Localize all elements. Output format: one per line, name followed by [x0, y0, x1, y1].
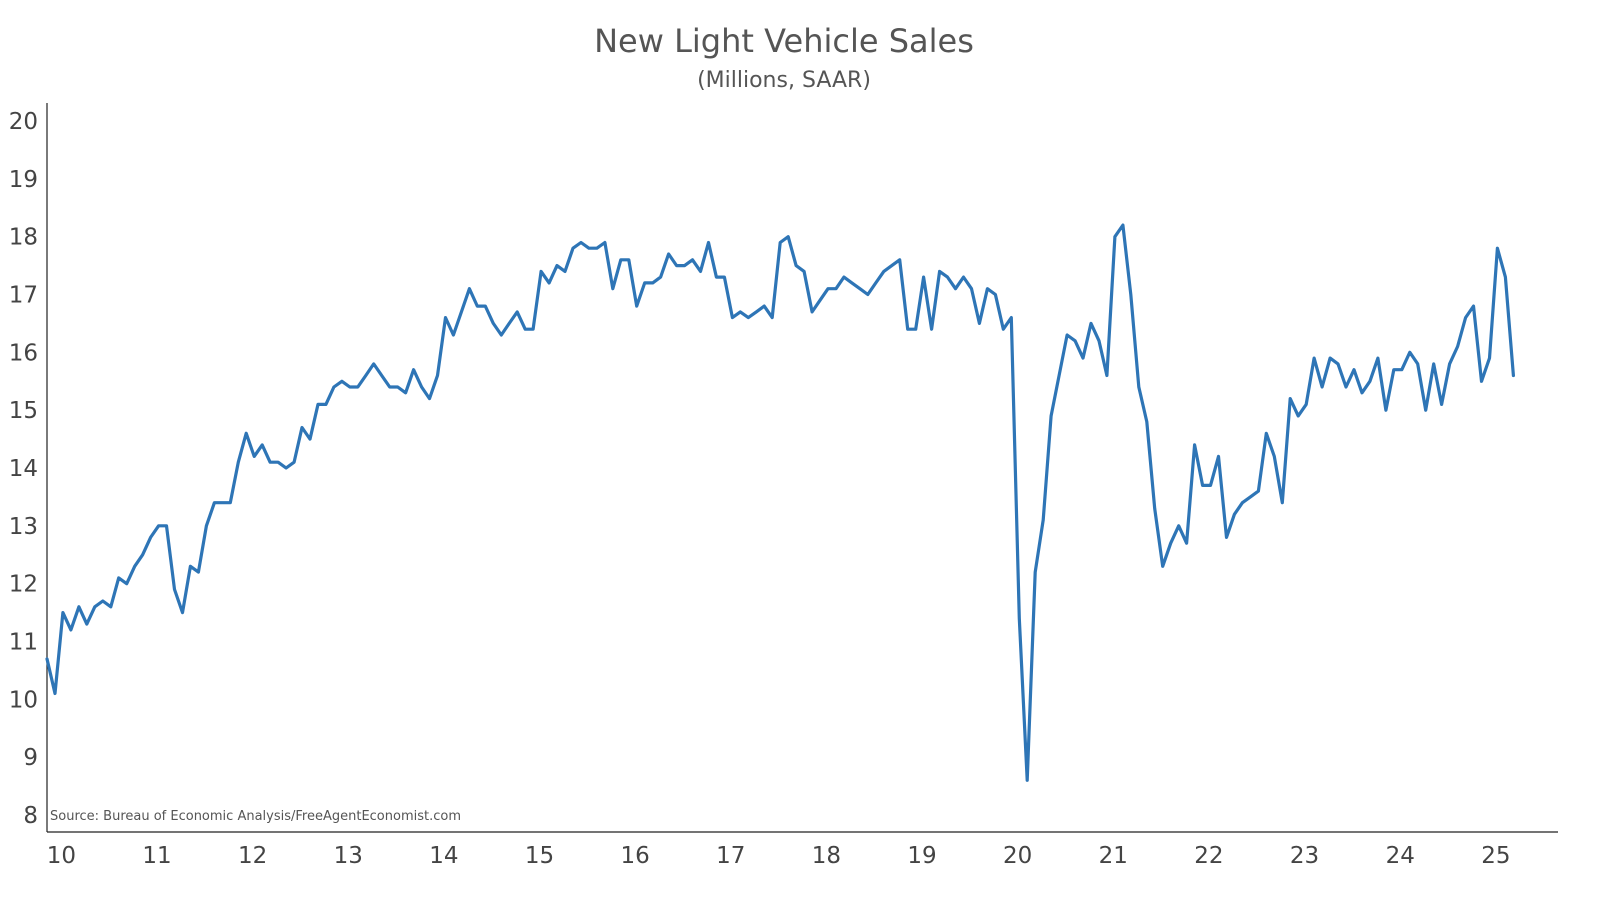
source-note: Source: Bureau of Economic Analysis/Free…	[50, 809, 461, 824]
x-tick-label: 21	[1099, 843, 1128, 869]
y-tick-label: 20	[9, 109, 38, 135]
x-tick-label: 23	[1290, 843, 1319, 869]
x-tick-label: 25	[1481, 843, 1510, 869]
x-tick-label: 17	[716, 843, 745, 869]
x-tick-label: 15	[525, 843, 554, 869]
x-axis-ticks: 10 11 12 13 14 15 16 17 18 19 20 21 22 23 24 25	[47, 843, 1511, 869]
y-tick-label: 12	[9, 572, 38, 598]
x-tick-label: 14	[429, 843, 458, 869]
y-tick-label: 19	[9, 167, 38, 193]
x-tick-label: 11	[142, 843, 171, 869]
y-tick-label: 8	[23, 803, 38, 829]
x-tick-label: 20	[1003, 843, 1032, 869]
y-tick-label: 9	[23, 745, 38, 771]
y-tick-label: 11	[9, 630, 38, 656]
chart-subtitle: (Millions, SAAR)	[697, 68, 871, 93]
y-tick-label: 17	[9, 283, 38, 309]
y-tick-label: 16	[9, 340, 38, 366]
y-tick-label: 15	[9, 398, 38, 424]
y-tick-label: 10	[9, 687, 38, 713]
x-tick-label: 19	[907, 843, 936, 869]
x-tick-label: 13	[334, 843, 363, 869]
series-line	[45, 223, 1515, 782]
x-tick-label: 12	[238, 843, 267, 869]
y-tick-label: 14	[9, 456, 38, 482]
x-tick-label: 10	[47, 843, 76, 869]
x-tick-label: 18	[812, 843, 841, 869]
x-tick-label: 24	[1386, 843, 1415, 869]
y-tick-label: 18	[9, 225, 38, 251]
chart-title: New Light Vehicle Sales	[594, 22, 974, 60]
y-axis-ticks: 8 9 10 11 12 13 14 15 16 17 18 19 20	[9, 109, 38, 829]
x-tick-label: 16	[621, 843, 650, 869]
x-tick-label: 22	[1194, 843, 1223, 869]
y-tick-label: 13	[9, 514, 38, 540]
